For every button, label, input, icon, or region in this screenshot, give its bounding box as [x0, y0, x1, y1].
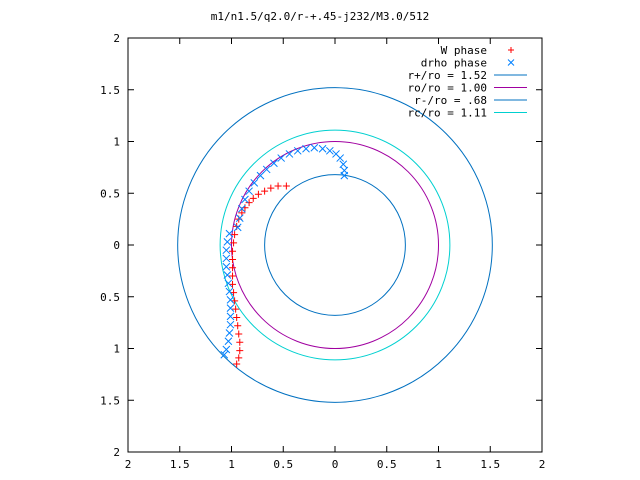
data-point	[224, 279, 233, 288]
legend-label: ro/ro = 1.00	[408, 82, 487, 95]
data-point	[226, 312, 235, 321]
data-point	[224, 337, 233, 346]
data-point	[222, 246, 231, 255]
data-point	[250, 179, 259, 187]
data-point	[222, 345, 231, 354]
data-point	[340, 166, 349, 175]
series-circle	[177, 87, 493, 403]
data-point	[261, 187, 269, 195]
legend-marker	[507, 59, 515, 66]
legend-label: W phase	[441, 44, 487, 57]
data-point	[229, 272, 237, 280]
series-circle	[231, 141, 439, 349]
x-tick-label: 0.5	[377, 458, 397, 471]
data-point	[233, 360, 241, 368]
data-point	[220, 350, 229, 359]
data-point	[231, 297, 239, 305]
data-point	[325, 146, 334, 155]
data-point	[222, 254, 231, 263]
legend-label: r-/ro = .68	[414, 94, 487, 107]
data-point	[293, 146, 302, 155]
axis-ticks: 2 1.5 1 0.5 0 0.5 1 1.5 221.510.500.511.52	[100, 32, 545, 471]
legend-label: r+/ro = 1.52	[408, 69, 487, 82]
data-point	[229, 264, 237, 272]
data-points	[220, 143, 349, 368]
y-tick-label: 2	[113, 32, 120, 45]
reference-circles	[177, 87, 493, 403]
data-point	[229, 280, 237, 288]
data-point	[232, 305, 240, 313]
data-point	[270, 159, 278, 168]
y-tick-label: 1	[113, 136, 120, 149]
data-point	[226, 304, 235, 312]
data-point	[233, 313, 241, 321]
x-tick-label: 1.5	[480, 458, 500, 471]
data-point	[226, 296, 235, 304]
data-point	[222, 262, 231, 271]
data-point	[262, 165, 271, 174]
data-point	[282, 182, 290, 190]
data-point	[225, 329, 234, 337]
data-point	[245, 199, 253, 207]
data-point	[231, 231, 239, 239]
data-point	[256, 171, 265, 180]
legend-label: rc/ro = 1.11	[408, 107, 487, 120]
data-point	[267, 184, 275, 192]
data-point	[229, 255, 237, 263]
legend-marker	[508, 47, 514, 53]
data-point	[249, 194, 257, 202]
data-point	[234, 322, 242, 330]
legend-label: drho phase	[421, 57, 487, 70]
data-point	[310, 143, 319, 152]
data-point	[277, 154, 286, 162]
x-tick-label: 1	[228, 458, 235, 471]
x-tick-label: 0.5	[273, 458, 293, 471]
y-tick-label: 0.5	[100, 187, 120, 200]
x-tick-label: 1	[435, 458, 442, 471]
y-tick-label: 0	[113, 239, 120, 252]
data-point	[285, 150, 294, 158]
data-point	[236, 347, 244, 355]
data-point	[237, 204, 246, 213]
data-point	[233, 223, 242, 232]
data-point	[226, 320, 235, 329]
data-point	[235, 214, 244, 222]
x-tick-label: 0	[332, 458, 339, 471]
y-tick-label: 2	[113, 446, 120, 459]
data-point	[235, 354, 243, 362]
x-tick-label: 2	[539, 458, 546, 471]
data-point	[339, 160, 348, 169]
x-tick-label: 1.5	[170, 458, 190, 471]
y-tick-label: 1.5	[100, 394, 120, 407]
data-point	[230, 239, 238, 247]
data-point	[225, 287, 234, 296]
data-point	[274, 182, 282, 190]
data-point	[241, 195, 249, 204]
y-tick-label: 1	[113, 343, 120, 356]
data-point	[235, 330, 243, 338]
data-point	[318, 144, 327, 153]
data-point	[223, 238, 232, 246]
series-circle	[219, 129, 451, 361]
data-point	[254, 190, 262, 198]
x-tick-label: 2	[125, 458, 132, 471]
chart-title: m1/n1.5/q2.0/r-+.45-j232/M3.0/512	[211, 10, 430, 23]
data-point	[236, 338, 244, 346]
series-circle	[264, 174, 406, 316]
y-tick-label: 1.5	[100, 84, 120, 97]
data-point	[230, 289, 238, 297]
data-point	[332, 150, 340, 158]
data-point	[223, 271, 232, 279]
data-point	[225, 229, 234, 238]
data-point	[245, 187, 253, 196]
y-tick-label: 0.5	[100, 291, 120, 304]
data-point	[238, 209, 246, 217]
data-point	[302, 144, 310, 153]
data-point	[229, 247, 237, 255]
